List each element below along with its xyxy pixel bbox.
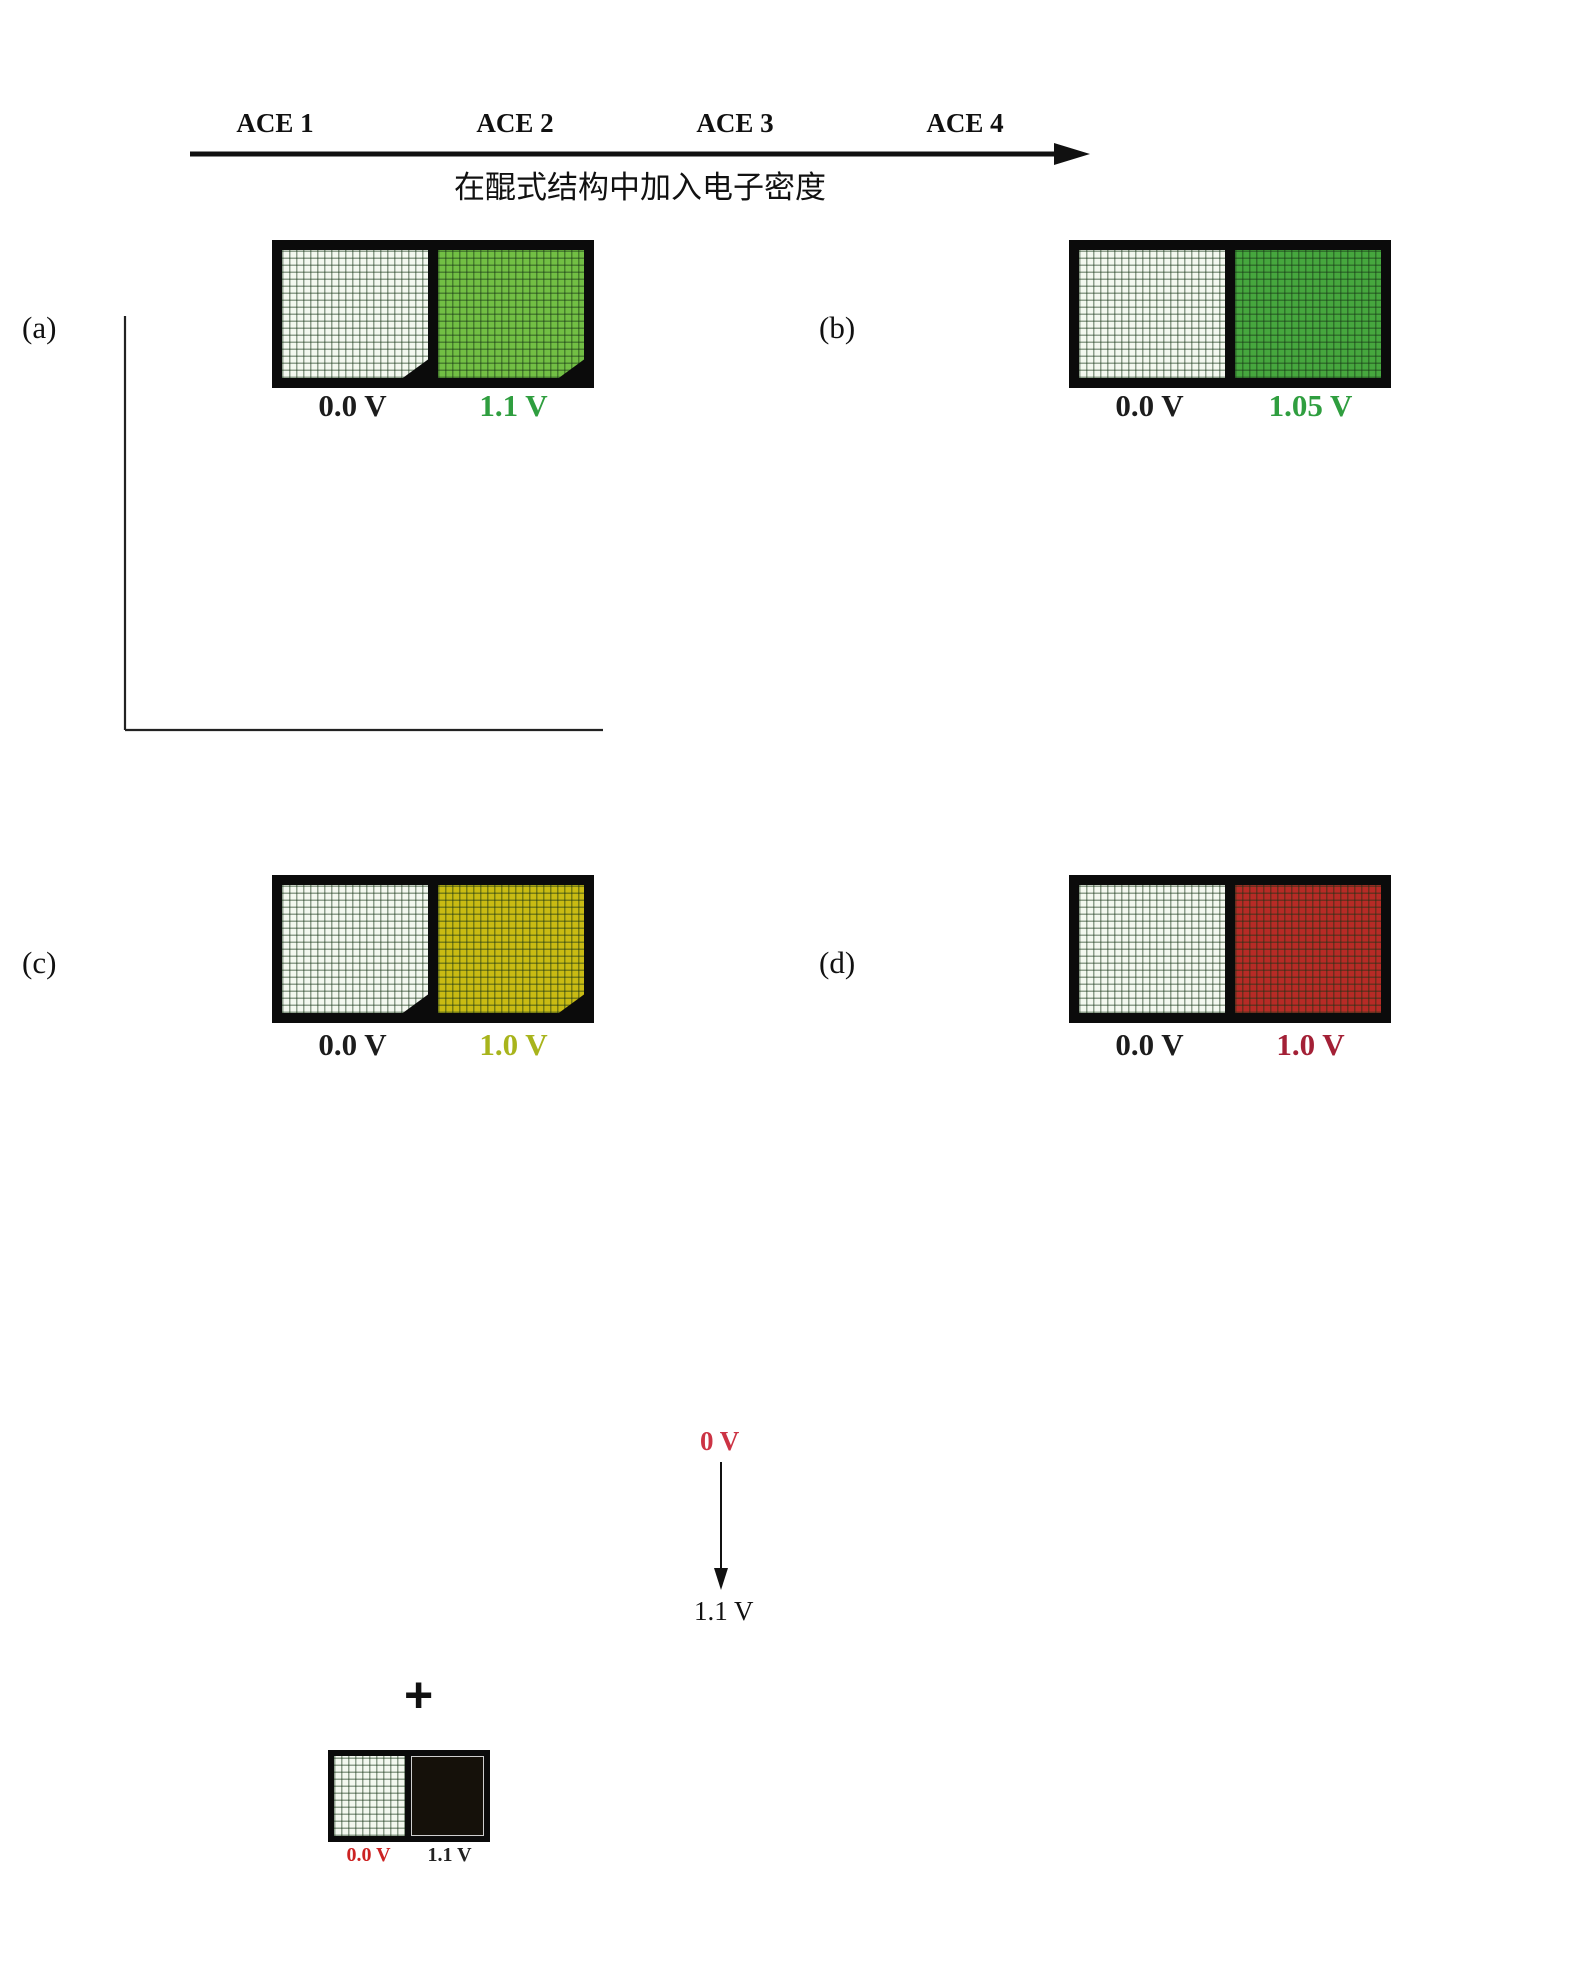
annotation-0v: 0 V — [700, 1426, 740, 1456]
molecule-structure-ace2 — [415, 4, 615, 122]
panel-b-photos — [1069, 240, 1391, 388]
molecule-structure-panel-b — [1119, 452, 1391, 608]
blend-voltage-labels: 0.0 V 1.1 V — [328, 1844, 490, 1867]
voltage-labels: 0.0 V 1.1 V — [272, 388, 594, 424]
molecule-structure-ace4 — [865, 4, 1065, 122]
panel-a: (a) 0.0 V 1.1 V — [0, 230, 797, 865]
ace1-label: ACE 1 — [236, 108, 314, 138]
plus-sign: + — [404, 1667, 434, 1723]
panel-transmittance: 0 V 1.1 V + 0.0 V 1.1 V — [10, 1410, 790, 1976]
photo-0v — [1079, 885, 1225, 1013]
ace2-label: ACE 2 — [476, 108, 554, 138]
panel-b-tag: (b) — [819, 310, 856, 345]
voltage-on-label: 1.1 V — [427, 1844, 472, 1866]
voltage-labels: 0.0 V 1.0 V — [272, 1027, 594, 1063]
header-caption: 在醌式结构中加入电子密度 — [454, 170, 826, 205]
panel-c: (c) 0.0 V 1.0 V — [0, 865, 797, 1410]
ace4-label: ACE 4 — [926, 108, 1004, 138]
photo-0v — [282, 250, 428, 378]
molecule-structure-panel-d — [1119, 1083, 1391, 1239]
voltage-off-label: 0.0 V — [318, 388, 387, 423]
panel-a-chart — [123, 316, 603, 732]
voltage-on-label: 1.0 V — [1276, 1027, 1345, 1062]
molecule-structure-red — [458, 1648, 626, 1748]
photo-colored — [1235, 885, 1381, 1013]
panel-d-tag: (d) — [819, 945, 856, 980]
photo-0v — [1079, 250, 1225, 378]
voltage-on-label: 1.1 V — [479, 388, 548, 423]
voltage-off-label: 0.0 V — [1115, 388, 1184, 423]
molecule-structure-ace3 — [635, 4, 835, 122]
panel-c-photos — [272, 875, 594, 1023]
blend-photos — [328, 1750, 490, 1842]
voltage-labels: 0.0 V 1.05 V — [1069, 388, 1391, 424]
molecule-structure-panel-a — [322, 452, 594, 608]
blend-molecules: + — [246, 1648, 666, 1758]
molecule-structure-ace1 — [175, 4, 375, 122]
ace3-label: ACE 3 — [696, 108, 774, 138]
photo-0v — [334, 1756, 405, 1836]
panel-c-tag: (c) — [22, 945, 57, 980]
panel-normalized — [800, 1410, 1594, 1976]
photo-colored — [438, 250, 584, 378]
voltage-on-label: 1.0 V — [479, 1027, 548, 1062]
molecule-structure-green — [246, 1654, 398, 1746]
panel-a-tag: (a) — [22, 310, 57, 345]
voltage-off-label: 0.0 V — [318, 1027, 387, 1062]
photo-0v — [282, 885, 428, 1013]
normalized-chart — [800, 1410, 1594, 1976]
voltage-labels: 0.0 V 1.0 V — [1069, 1027, 1391, 1063]
molecule-structure-panel-c — [322, 1083, 594, 1239]
voltage-off-label: 0.0 V — [1115, 1027, 1184, 1062]
panel-a-photos — [272, 240, 594, 388]
photo-colored — [1235, 250, 1381, 378]
panel-b: (b) 0.0 V 1.05 V — [797, 230, 1594, 865]
panel-d: (d) 0.0 V 1.0 V — [797, 865, 1594, 1410]
voltage-arrow-icon — [714, 1462, 728, 1590]
photo-dark — [411, 1756, 484, 1836]
voltage-off-label: 0.0 V — [346, 1844, 391, 1866]
electron-density-arrow-icon — [190, 143, 1090, 165]
voltage-on-label: 1.05 V — [1268, 388, 1353, 423]
panel-d-photos — [1069, 875, 1391, 1023]
annotation-1-1v: 1.1 V — [694, 1596, 754, 1626]
photo-colored — [438, 885, 584, 1013]
